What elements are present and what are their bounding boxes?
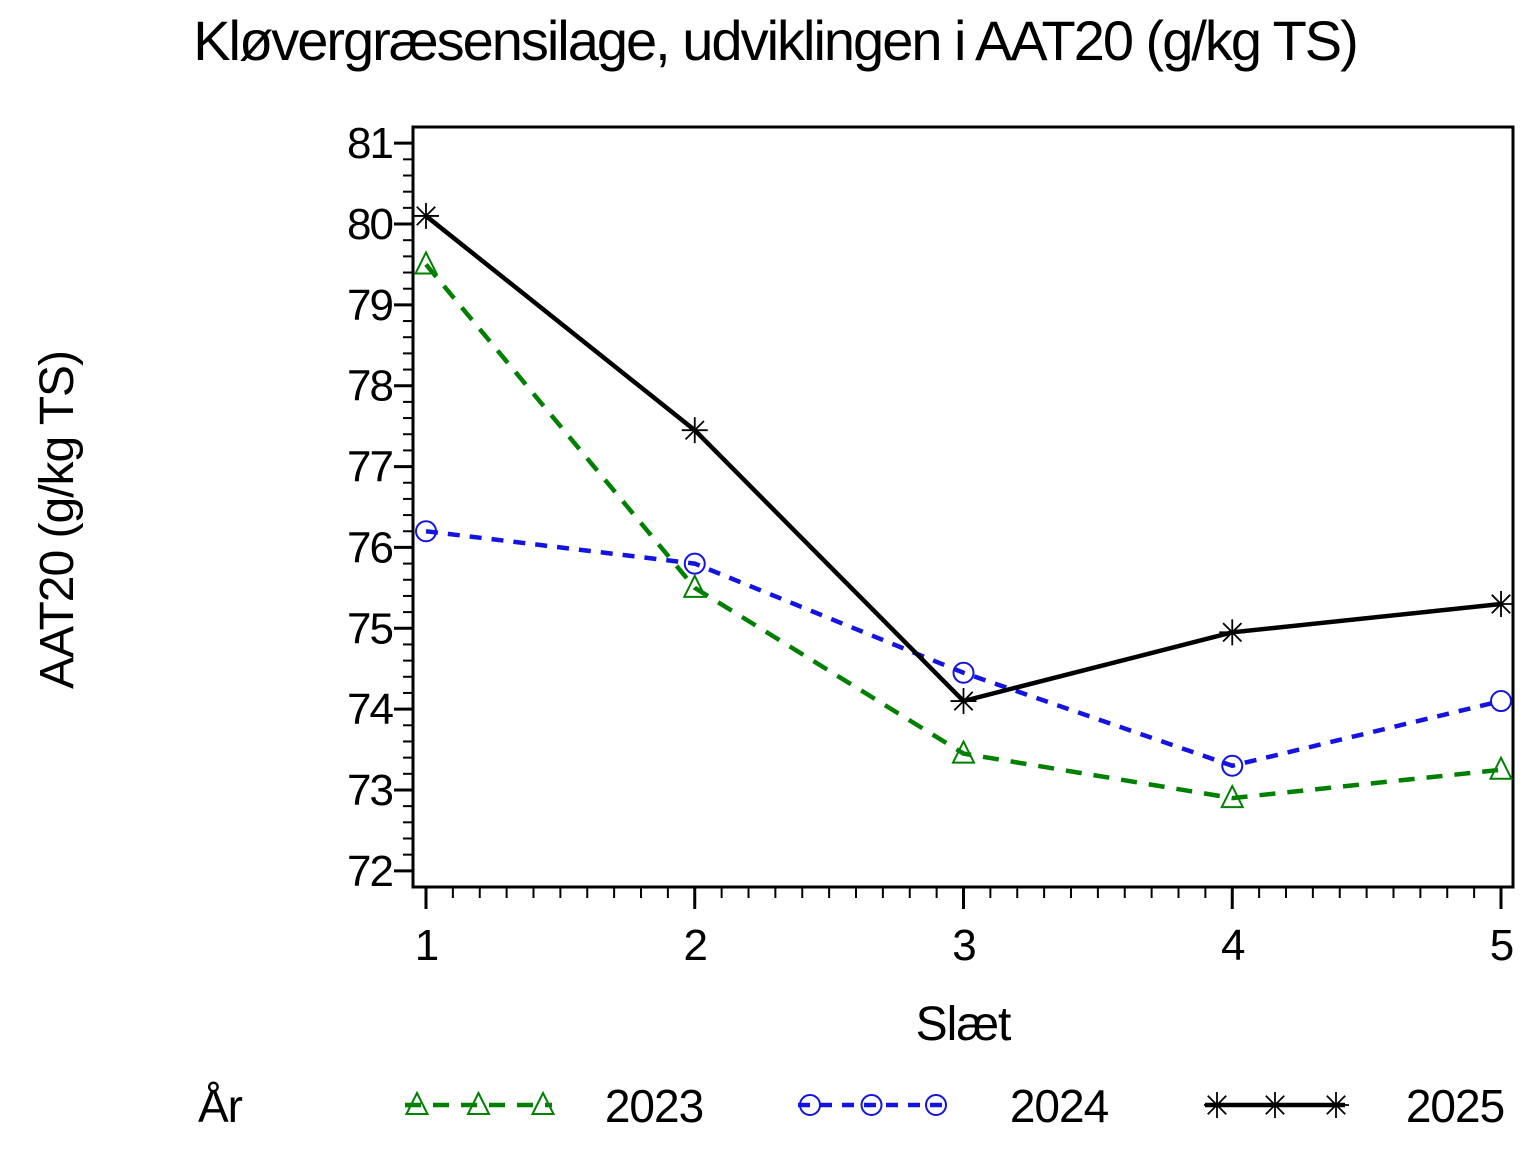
triangle-marker — [1220, 783, 1245, 809]
triangle-marker — [951, 739, 976, 764]
y-tick-label: 72 — [347, 847, 392, 896]
circle-marker — [925, 1094, 947, 1116]
asterisk-marker — [684, 420, 705, 441]
triangle-marker — [1488, 755, 1514, 780]
triangle-marker — [404, 1090, 430, 1115]
triangle-marker — [413, 250, 439, 275]
x-tick-label: 3 — [952, 921, 975, 970]
y-tick-label: 79 — [347, 281, 392, 330]
y-tick-label: 75 — [347, 604, 392, 653]
series-line-2024 — [425, 529, 1502, 769]
legend-title: År — [198, 1080, 243, 1132]
triangle-marker — [466, 1090, 491, 1115]
legend: År 2023 2024 2025 — [198, 1080, 1505, 1132]
plot-frame — [411, 125, 1515, 889]
asterisk-marker — [1207, 1095, 1227, 1115]
y-tick-label: 80 — [347, 200, 392, 249]
x-tick-label: 2 — [684, 921, 707, 970]
y-axis-title: AAT20 (g/kg TS) — [31, 351, 84, 689]
asterisk-marker — [1222, 622, 1243, 643]
axes-layer: 72 73 74 75 76 77 78 79 80 81 1 2 3 4 5 — [347, 119, 1515, 970]
chart-title: Kløvergræsensilage, udviklingen i AAT20 … — [193, 9, 1357, 72]
x-tick-label: 5 — [1490, 921, 1513, 970]
legend-series-label: 2024 — [1010, 1080, 1109, 1132]
x-tick-label: 1 — [415, 921, 438, 970]
y-tick-label: 77 — [347, 443, 392, 492]
circle-marker — [952, 661, 975, 684]
legend-series-label: 2025 — [1406, 1080, 1504, 1132]
asterisk-marker — [416, 206, 436, 226]
y-tick-label: 74 — [347, 685, 393, 734]
asterisk-marker — [1491, 594, 1511, 614]
series-line-2023 — [424, 263, 1502, 801]
asterisk-marker — [953, 691, 974, 711]
y-tick-label: 78 — [347, 362, 392, 411]
triangle-marker — [682, 573, 707, 598]
circle-marker — [683, 552, 706, 575]
y-tick-label: 73 — [347, 766, 392, 815]
asterisk-marker — [1326, 1095, 1346, 1115]
x-tick-label: 4 — [1221, 921, 1245, 970]
series-layer — [413, 202, 1514, 809]
circle-marker — [799, 1094, 821, 1116]
legend-series-label: 2023 — [605, 1080, 703, 1132]
x-axis-title: Slæt — [916, 998, 1011, 1051]
circle-marker — [1221, 754, 1244, 777]
y-tick-label: 81 — [347, 119, 392, 168]
circle-marker — [415, 520, 437, 543]
y-tick-label: 76 — [347, 523, 392, 572]
asterisk-marker — [1265, 1095, 1285, 1115]
circle-marker — [1490, 690, 1512, 713]
triangle-marker — [530, 1090, 556, 1115]
circle-marker — [860, 1094, 883, 1116]
